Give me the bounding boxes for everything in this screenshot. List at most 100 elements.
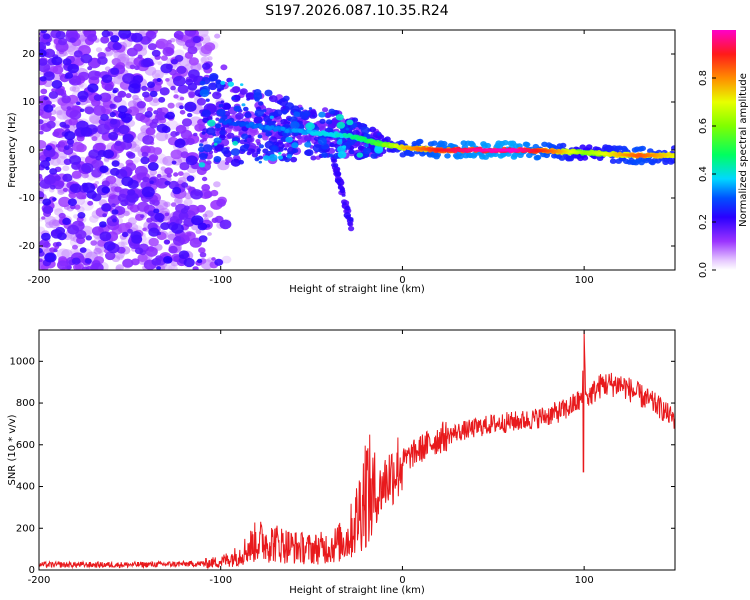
heatmap-xtick-label: -100	[209, 275, 232, 286]
heatmap-cell	[118, 30, 132, 39]
heatmap-cell	[151, 258, 162, 266]
heatmap-cell	[105, 251, 116, 261]
heatmap-cell	[149, 154, 159, 162]
heatmap-ytick-label: -20	[19, 241, 35, 252]
heatmap-cell	[164, 167, 174, 175]
heatmap-cell	[258, 119, 262, 123]
heatmap-cell	[57, 232, 67, 241]
heatmap-cell	[156, 266, 161, 270]
heatmap-cell	[216, 198, 227, 207]
heatmap-cell	[173, 33, 180, 39]
heatmap-cell	[326, 132, 332, 137]
heatmap-cell	[207, 119, 216, 127]
heatmap-cell	[204, 42, 216, 52]
heatmap-cell	[408, 151, 415, 157]
heatmap-cell	[214, 258, 224, 266]
heatmap-cell	[78, 71, 90, 81]
heatmap-cell	[104, 83, 114, 92]
heatmap-cell	[280, 126, 286, 131]
heatmap-cell	[110, 167, 120, 176]
heatmap-cell	[67, 224, 80, 235]
colorbar-tick-label: 0.8	[698, 70, 709, 86]
heatmap-cell	[307, 123, 313, 128]
heatmap-cell	[62, 58, 72, 66]
heatmap-cell	[609, 158, 617, 164]
heatmap-cell	[220, 100, 225, 104]
heatmap-cell	[227, 81, 234, 87]
heatmap-cell	[636, 154, 641, 158]
heatmap-cell	[207, 232, 212, 236]
heatmap-cell	[230, 158, 241, 167]
heatmap-cell	[132, 94, 139, 101]
heatmap-ytick-label: 10	[22, 97, 35, 108]
heatmap-cell	[92, 105, 106, 116]
heatmap-cell	[88, 113, 101, 124]
heatmap-cell	[205, 98, 210, 102]
heatmap-cell	[325, 119, 333, 125]
heatmap-cell	[180, 151, 189, 159]
heatmap-cell	[206, 127, 216, 135]
heatmap-cell	[73, 214, 79, 219]
heatmap-cell	[317, 137, 327, 145]
heatmap-cell	[199, 143, 204, 147]
heatmap-cell	[216, 108, 226, 117]
heatmap-cell	[66, 106, 72, 110]
heatmap-cell	[142, 227, 147, 232]
heatmap-cell	[43, 96, 48, 101]
heatmap-cell	[177, 171, 184, 177]
heatmap-cell	[148, 227, 160, 237]
heatmap-cell	[507, 140, 514, 146]
heatmap-cell	[39, 239, 50, 248]
heatmap-cell	[163, 256, 173, 264]
heatmap-cell	[291, 136, 296, 140]
heatmap-cell	[510, 154, 518, 160]
heatmap-cell	[280, 118, 288, 125]
heatmap-cell	[347, 221, 353, 226]
heatmap-cell	[140, 214, 145, 219]
heatmap-cell	[444, 153, 451, 159]
heatmap-cell	[55, 30, 66, 40]
heatmap-cell	[45, 166, 50, 171]
heatmap-cell	[43, 48, 56, 58]
heatmap-cell	[146, 107, 153, 113]
heatmap-cell	[173, 94, 179, 99]
heatmap-cell	[164, 212, 170, 217]
heatmap-cell	[265, 131, 272, 137]
heatmap-cell	[215, 80, 221, 85]
heatmap-cell	[142, 176, 150, 183]
heatmap-cell	[87, 200, 94, 206]
heatmap-cell	[198, 235, 208, 243]
heatmap-cell	[128, 83, 141, 94]
colorbar-tick-label: 0.2	[698, 214, 709, 230]
heatmap-cell	[76, 30, 82, 33]
heatmap-cell	[431, 140, 438, 146]
heatmap-cell	[134, 165, 148, 177]
heatmap-cell	[192, 35, 202, 44]
heatmap-cell	[202, 144, 213, 153]
heatmap-cell	[58, 212, 66, 219]
heatmap-cell	[172, 186, 182, 195]
heatmap-cell	[170, 85, 176, 91]
heatmap-cell	[243, 139, 248, 143]
heatmap-cell	[343, 212, 351, 219]
heatmap-cell	[344, 205, 351, 211]
heatmap-cell	[243, 143, 250, 149]
heatmap-cell	[160, 55, 168, 61]
heatmap-cell	[108, 131, 119, 141]
heatmap-cell	[92, 127, 98, 133]
heatmap-cell	[52, 219, 60, 227]
heatmap-cell	[671, 145, 675, 151]
heatmap-cell	[302, 110, 311, 117]
heatmap-cell	[111, 203, 116, 208]
heatmap-cell	[212, 91, 222, 100]
heatmap-cell	[93, 247, 102, 255]
heatmap-cell	[66, 138, 75, 145]
heatmap-cell	[126, 47, 138, 57]
heatmap-cell	[195, 229, 202, 234]
heatmap-cell	[213, 137, 222, 144]
heatmap-cell	[245, 124, 251, 129]
heatmap-cell	[238, 159, 244, 165]
heatmap-cell	[147, 81, 155, 88]
heatmap-cell	[227, 119, 232, 124]
